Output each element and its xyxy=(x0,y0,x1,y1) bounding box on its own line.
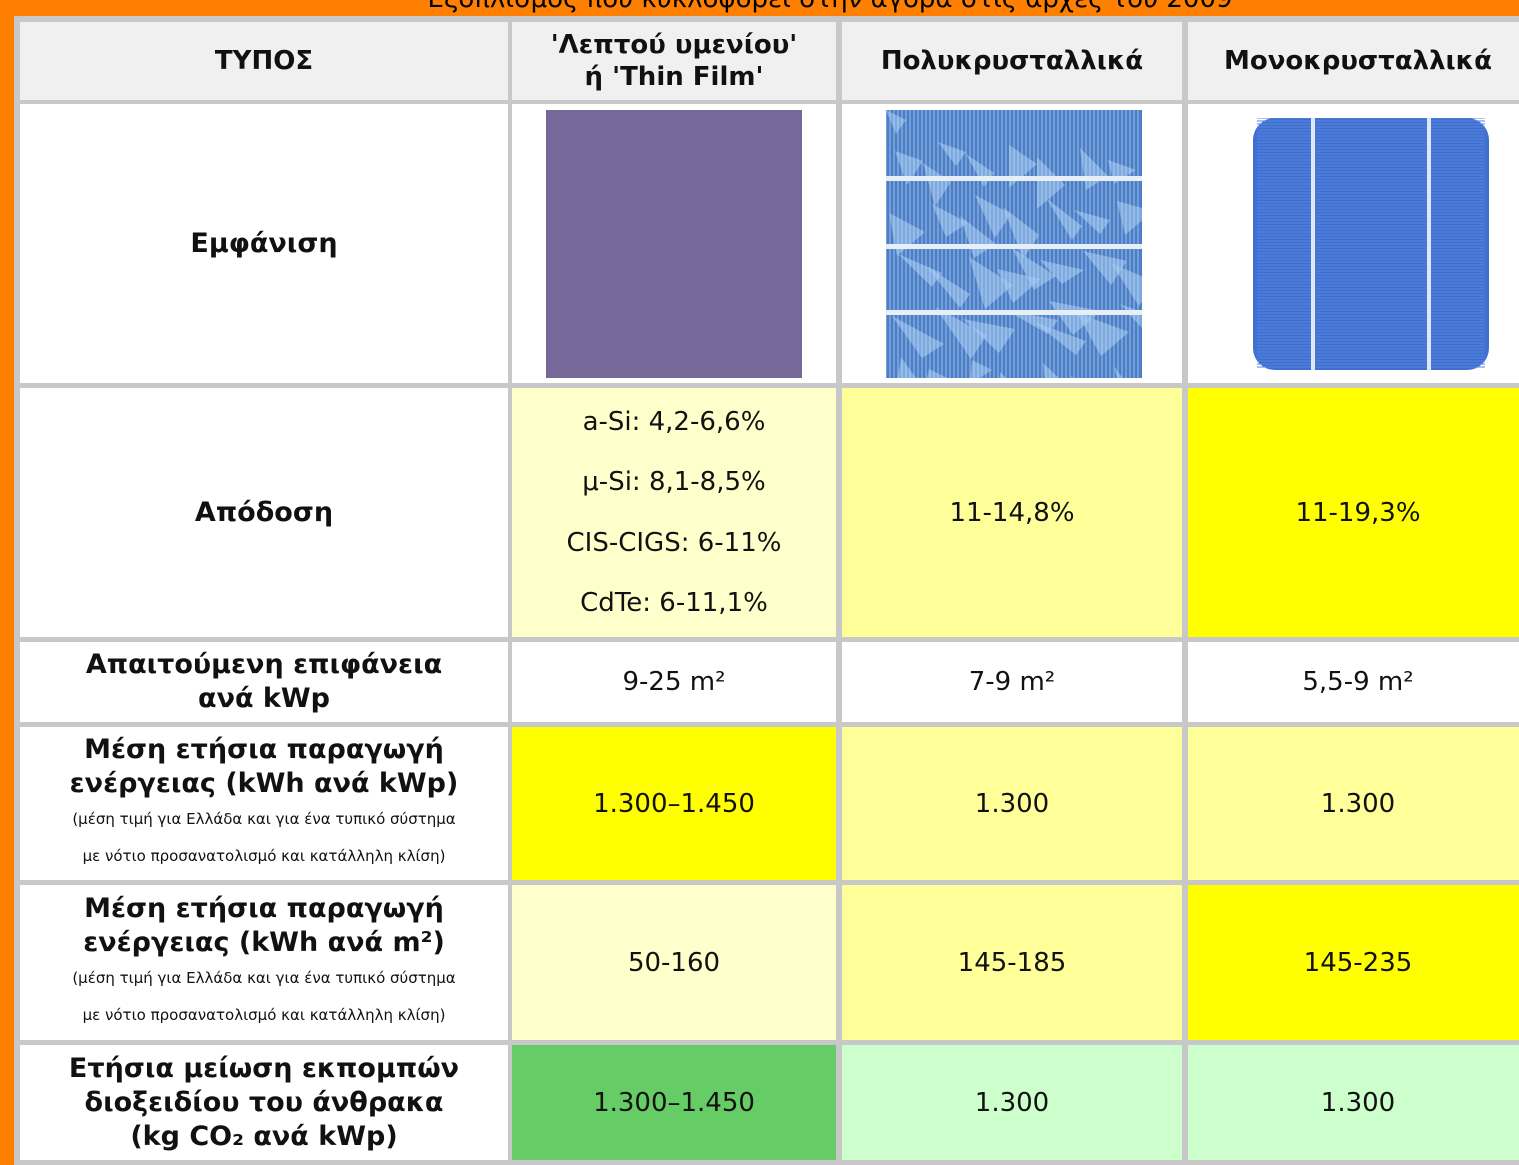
label-text: ανά kWp xyxy=(198,683,330,714)
note-text: (μέση τιμή για Ελλάδα και για ένα τυπικό… xyxy=(72,968,456,987)
image xyxy=(885,110,1172,427)
header-text: ή 'Thin Film' xyxy=(584,62,764,92)
value-cell: 5,5-9 m² xyxy=(1188,642,1519,722)
poly-image xyxy=(885,110,1172,427)
image xyxy=(546,110,802,378)
value-text: 1.300 xyxy=(974,788,1050,819)
header-text: 'Λεπτού υμενίου' xyxy=(550,30,798,60)
value-cell: 1.300–1.450 xyxy=(512,727,836,880)
label-text: ενέργειας (kWh ανά m²) xyxy=(83,926,445,958)
value-cell: 7-9 m² xyxy=(842,642,1182,722)
header-cell: Πολυκρυσταλλικά xyxy=(842,22,1182,100)
value-text: 1.300–1.450 xyxy=(593,1087,755,1118)
note-text: (μέση τιμή για Ελλάδα και για ένα τυπικό… xyxy=(72,809,456,828)
value-text: 1.300 xyxy=(1320,1087,1396,1118)
value-cell: a-Si: 4,2-6,6% μ-Si: 8,1-8,5% CIS-CIGS: 6-… xyxy=(512,388,836,637)
header-text: Πολυκρυσταλλικά xyxy=(880,46,1144,76)
label-text: Απόδοση xyxy=(194,496,334,528)
value-text: a-Si: 4,2-6,6% xyxy=(582,407,766,438)
row-label: Μέση ετήσια παραγωγή ενέργειας (kWh ανά k… xyxy=(20,727,508,880)
label-text: διοξειδίου του άνθρακα xyxy=(84,1086,444,1118)
label-text: Μέση ετήσια παραγωγή xyxy=(84,892,444,924)
label-text: Απαιτούμενη επιφάνεια xyxy=(85,649,443,680)
value-text: 7-9 m² xyxy=(968,667,1056,697)
header-cell: Μονοκρυσταλλικά xyxy=(1188,22,1519,100)
value-cell: 1.300 xyxy=(1188,1045,1519,1160)
value-cell: 11-19,3% xyxy=(1188,388,1519,637)
value-text: 50-160 xyxy=(627,947,721,978)
label-text: Ετήσια μείωση εκπομπών xyxy=(68,1052,460,1084)
value-cell: 9-25 m² xyxy=(512,642,836,722)
label-text: (kg CO₂ ανά kWp) xyxy=(130,1120,398,1152)
header-cell: ΤΥΠΟΣ xyxy=(20,22,508,100)
header-text: ΤΥΠΟΣ xyxy=(214,46,314,76)
note-text: με νότιο προσανατολισμό και κατάλληλη κλ… xyxy=(82,846,446,865)
header-cell: 'Λεπτού υμενίου' ή 'Thin Film' xyxy=(512,22,836,100)
row-label: Απαιτούμενη επιφάνεια ανά kWp xyxy=(20,642,508,722)
value-text: 145-185 xyxy=(957,947,1067,978)
row-label: Απόδοση xyxy=(20,388,508,637)
title: Εξοπλισμός που κυκλοφορεί στην αγορά στι… xyxy=(0,0,1519,14)
value-cell: 145-235 xyxy=(1188,885,1519,1040)
label-text: Μέση ετήσια παραγωγή xyxy=(84,733,444,765)
row-label: Μέση ετήσια παραγωγή ενέργειας (kWh ανά m… xyxy=(20,885,508,1040)
value-text: 1.300 xyxy=(1320,788,1396,819)
value-text: 145-235 xyxy=(1303,947,1413,978)
value-cell: 145-185 xyxy=(842,885,1182,1040)
value-text: 1.300 xyxy=(974,1087,1050,1118)
value-text: 5,5-9 m² xyxy=(1302,667,1414,697)
thin-film-image xyxy=(546,110,802,378)
value-text: 11-19,3% xyxy=(1295,497,1421,528)
image xyxy=(1253,117,1493,374)
value-text: 1.300–1.450 xyxy=(593,788,755,819)
value-text: μ-Si: 8,1-8,5% xyxy=(582,467,766,498)
row-label: Εμφάνιση xyxy=(20,104,508,383)
value-text: 11-14,8% xyxy=(949,497,1075,528)
value-cell: 1.300 xyxy=(842,1045,1182,1160)
label-text: Εμφάνιση xyxy=(190,227,338,259)
note-text: με νότιο προσανατολισμό και κατάλληλη κλ… xyxy=(82,1005,446,1024)
value-text: CdTe: 6-11,1% xyxy=(580,587,768,618)
value-cell: 50-160 xyxy=(512,885,836,1040)
value-text: CIS-CIGS: 6-11% xyxy=(566,527,782,558)
label-text: ενέργειας (kWh ανά kWp) xyxy=(69,767,459,799)
value-text: 9-25 m² xyxy=(622,667,726,697)
header-text: Μονοκρυσταλλικά xyxy=(1223,46,1493,76)
row-label: Ετήσια μείωση εκπομπών διοξειδίου του άνθ… xyxy=(20,1045,508,1160)
value-cell: 1.300 xyxy=(1188,727,1519,880)
value-cell: 1.300–1.450 xyxy=(512,1045,836,1160)
mono-image xyxy=(1253,117,1489,370)
value-cell: 11-14,8% xyxy=(842,388,1182,637)
value-cell: 1.300 xyxy=(842,727,1182,880)
